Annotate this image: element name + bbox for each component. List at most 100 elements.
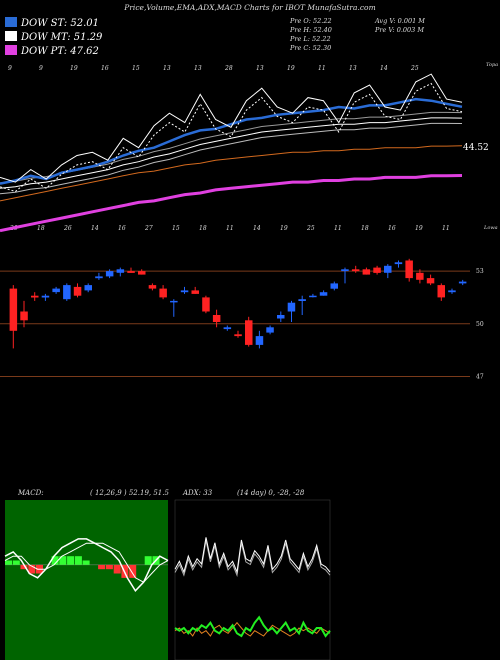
- ohlc-open: Pre O: 52.22: [290, 17, 332, 25]
- date-tick-top: 13: [194, 65, 202, 72]
- ohlc-low: Pre L: 52.22: [290, 35, 331, 43]
- date-tick-bottom: 16: [388, 225, 396, 232]
- adx-panel-background: [174, 499, 331, 660]
- macd-hist-bar: [74, 556, 82, 565]
- date-tick-bottom: 14: [253, 225, 261, 232]
- date-tick-bottom: 15: [172, 225, 180, 232]
- candle-body: [448, 290, 456, 293]
- legend-swatch-pt: [5, 45, 17, 55]
- legend-dow-pt: DOW PT: 47.62: [5, 45, 99, 57]
- adx-label: ADX: 33: [182, 489, 213, 497]
- candle-body: [458, 281, 467, 284]
- price-dotted-line: [0, 82, 463, 193]
- date-tick-top: 13: [256, 65, 264, 72]
- candle-body: [105, 271, 114, 277]
- candle-body: [148, 285, 157, 289]
- macd-hist-bar: [12, 560, 20, 565]
- ohlc-close: Pre C: 52.30: [290, 44, 332, 52]
- y-tick-label: 53: [476, 268, 484, 275]
- candle-body: [298, 299, 306, 301]
- candle-body: [277, 315, 285, 319]
- date-tick-top: 9: [8, 65, 12, 72]
- legend-label-st: DOW ST: 52.01: [21, 18, 100, 29]
- macd-hist-bar: [129, 564, 137, 578]
- date-tick-top: 11: [318, 65, 326, 72]
- macd-hist-bar: [20, 564, 28, 570]
- candle-body: [116, 269, 125, 273]
- candle-body: [202, 297, 210, 312]
- prev-volume: Pre V: 0.003 M: [375, 26, 425, 34]
- candle-body: [170, 300, 178, 303]
- legend-label-mt: DOW MT: 51.29: [21, 32, 103, 43]
- adx-plus-di-line: [174, 615, 331, 638]
- date-tick-top: 9: [39, 65, 43, 72]
- date-tick-bottom: 11: [442, 225, 450, 232]
- macd-hist-bar: [82, 560, 90, 565]
- avg-volume: Avg V: 0.001 M: [375, 17, 425, 25]
- macd-hist-bar: [105, 564, 113, 570]
- date-tick-bottom: 19: [415, 225, 423, 232]
- chart-title: Price,Volume,EMA,ADX,MACD Charts for IBO…: [124, 3, 376, 12]
- candle-body: [341, 269, 349, 272]
- date-tick-top: 16: [101, 65, 109, 72]
- macd-panel-background: [5, 500, 168, 660]
- adx-line: [174, 537, 331, 574]
- candle-body: [255, 336, 264, 345]
- candle-body: [41, 295, 50, 298]
- candle-body: [330, 283, 338, 289]
- macd-hist-bar: [144, 556, 152, 565]
- candle-body: [212, 315, 221, 322]
- axis-hint-top: Topa: [486, 62, 498, 68]
- macd-hist-bar: [113, 564, 121, 574]
- y-tick-label: 47: [476, 373, 484, 380]
- macd-hist-bar: [67, 556, 75, 565]
- candle-body: [405, 260, 413, 279]
- candle-body: [384, 265, 392, 273]
- date-tick-top: 15: [132, 65, 140, 72]
- date-tick-top: 19: [287, 65, 295, 72]
- candle-body: [20, 311, 28, 321]
- date-tick-bottom: 25: [306, 225, 315, 232]
- candle-body: [245, 320, 253, 345]
- axis-hint-bottom: Lowa: [483, 225, 498, 231]
- candle-body: [373, 267, 381, 273]
- date-tick-bottom: 18: [361, 225, 369, 232]
- candle-body: [309, 295, 317, 298]
- candle-body: [437, 285, 445, 298]
- ema-long-line: [0, 145, 463, 202]
- ohlc-high: Pre H: 52.40: [290, 26, 332, 34]
- candle-body: [266, 327, 274, 333]
- candle-body: [351, 269, 360, 272]
- legend-swatch-st: [5, 17, 17, 27]
- candle-body: [234, 334, 242, 337]
- macd-params: ( 12,26,9 ) 52.19, 51.5: [90, 489, 169, 497]
- series-line-dow-st: [0, 97, 463, 185]
- candle-body: [180, 290, 189, 293]
- macd-line: [4, 538, 169, 593]
- price-tag-label: 44.52: [463, 143, 489, 153]
- macd-label: MACD:: [17, 489, 44, 497]
- candle-body: [191, 290, 199, 294]
- candle-body: [84, 285, 92, 291]
- series-line-price: [0, 73, 463, 183]
- candle-body: [394, 262, 403, 265]
- legend-label-pt: DOW PT: 47.62: [21, 46, 99, 57]
- date-tick-top: 28: [224, 65, 233, 72]
- candle-body: [63, 285, 71, 300]
- legend-dow-st: DOW ST: 52.01: [5, 17, 99, 29]
- date-tick-bottom: 11: [226, 225, 234, 232]
- candle-body: [287, 302, 296, 312]
- date-tick-bottom: 26: [63, 225, 72, 232]
- date-tick-top: 13: [349, 65, 357, 72]
- date-tick-bottom: 11: [334, 225, 342, 232]
- candle-body: [159, 288, 167, 298]
- candle-body: [127, 271, 135, 273]
- adx-params: (14 day) 0, -28, -28: [237, 489, 305, 497]
- date-tick-top: 14: [380, 65, 388, 72]
- candle-body: [138, 271, 146, 275]
- adx-line-shadow: [174, 540, 331, 578]
- candle-body: [9, 288, 18, 331]
- candle-body: [73, 286, 82, 296]
- macd-hist-bar: [28, 564, 36, 574]
- date-tick-top: 19: [70, 65, 78, 72]
